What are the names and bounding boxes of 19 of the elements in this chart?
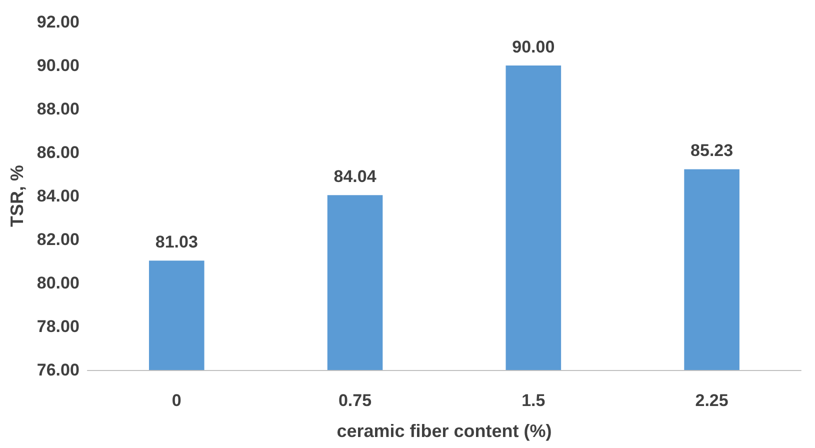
y-tick-label: 80.00 [36, 274, 80, 292]
y-tick-label: 84.00 [36, 186, 80, 206]
x-tick-label: 2.25 [695, 391, 728, 410]
data-label: 90.00 [512, 38, 555, 56]
data-label: 84.04 [334, 167, 377, 186]
x-tick-label: 0.75 [338, 391, 372, 410]
y-axis-title: TSR, % [7, 164, 27, 228]
y-tick-label: 92.00 [36, 12, 80, 32]
y-tick-label: 82.00 [36, 230, 80, 249]
y-tick-label: 78.00 [36, 317, 80, 336]
y-tick-label: 90.00 [36, 56, 80, 75]
x-axis-title: ceramic fiber content (%) [336, 421, 552, 441]
x-tick-label: 0 [172, 391, 182, 410]
y-tick-label: 88.00 [36, 100, 80, 118]
x-tick-label: 1.5 [522, 391, 546, 410]
y-tick-label: 76.00 [36, 360, 80, 380]
data-label: 81.03 [155, 232, 198, 252]
data-label: 85.23 [690, 141, 734, 160]
y-tick-label: 86.00 [36, 143, 80, 162]
